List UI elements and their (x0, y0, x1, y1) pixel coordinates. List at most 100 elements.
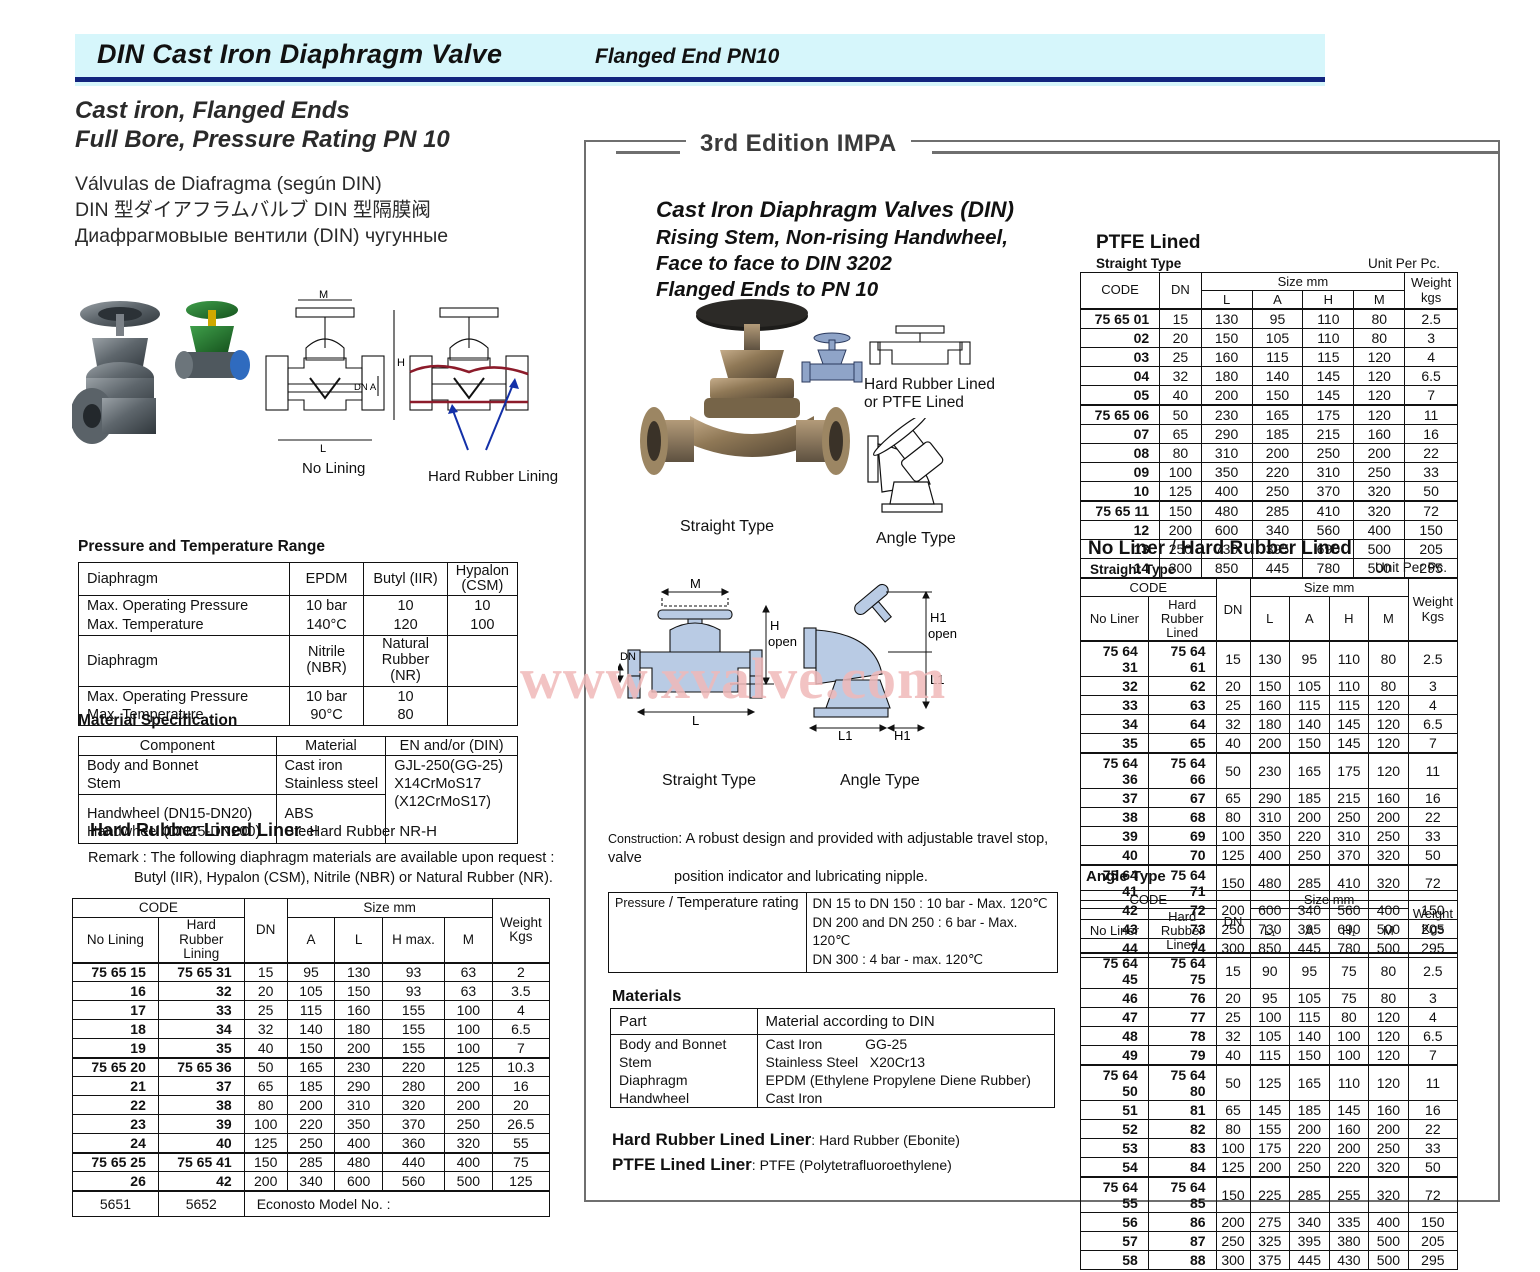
table-row: 04 32 180 140 145 120 6.5 (1079, 366, 1458, 387)
pressure-rating-table: Pressure / Temperature rating DN 15 to D… (608, 892, 1059, 973)
cell-weight: 50 (1404, 481, 1458, 502)
cell-h: 250 (1328, 807, 1370, 828)
cell-m: 250 (444, 1114, 493, 1135)
cell-a: 115 (1251, 347, 1304, 368)
cell-hrl: 79 (1147, 1045, 1217, 1066)
cell-code: 07 (1079, 424, 1161, 445)
cell-h1: 145 (1328, 1100, 1370, 1121)
header-dn: DN (1215, 578, 1251, 642)
cell-dn: 125 (243, 1133, 288, 1154)
right-panel-border (584, 140, 1500, 1202)
cell-m: 120 (1353, 366, 1406, 387)
header-code: CODE (72, 898, 245, 918)
cell-m: 500 (1368, 1250, 1409, 1271)
cell-pressure-rating-values: DN 15 to DN 150 : 10 bar - Max. 120℃ DN … (805, 892, 1059, 973)
table-row: 16 32 20 105 150 93 63 3.5 (72, 981, 551, 1002)
cell-a: 200 (1289, 807, 1330, 828)
cell-no-liner: 47 (1080, 1007, 1149, 1028)
cell-hrl: 77 (1147, 1007, 1217, 1028)
cell-hrl: 86 (1147, 1212, 1217, 1233)
cell-h: 110 (1328, 676, 1370, 697)
table-footer-row: 5651 5652 Econosto Model No. : (72, 1189, 551, 1218)
cell-weight: 33 (1404, 462, 1458, 483)
table-row: 05 40 200 150 145 120 7 (1079, 385, 1458, 406)
edition-rule-left (616, 151, 680, 154)
noliner-table-section: CODE DN Size mm Weight Kgs No Liner Hard… (1080, 577, 1459, 959)
cell-l1: 100 (1249, 1007, 1291, 1028)
table-row: 57 87 250 325 395 380 500 205 (1080, 1231, 1459, 1252)
header-h: H (1302, 290, 1355, 310)
table-header-row: CODE DN Size mm Weight Kgs (72, 897, 551, 964)
cell-m: 320 (1368, 1157, 1409, 1178)
cell-weight: 4 (1404, 347, 1458, 368)
cell-dn: 80 (243, 1095, 288, 1116)
cell-hmax: 93 (382, 961, 446, 983)
table-row: Handwheel Cast Iron (610, 1089, 1056, 1108)
table-row: 09 100 350 220 310 250 33 (1079, 462, 1458, 483)
materials-table: Part Material according to DIN Body and … (610, 1008, 1056, 1108)
cell-no-liner: 75 64 50 (1080, 1064, 1149, 1102)
dim-label-h1-open: open (928, 626, 957, 641)
label-angle-type-icon: Angle Type (876, 530, 956, 547)
cell-l: 230 (334, 1056, 384, 1078)
cell-material: Cast Iron (756, 1089, 1056, 1108)
cell-weight: 33 (1407, 1138, 1459, 1159)
dim-label-m: M (319, 290, 328, 301)
cell-dn: 15 (243, 961, 288, 983)
cell-empty (446, 634, 519, 687)
cell-dn: 125 (1215, 845, 1251, 866)
table-row: 39 69 100 350 220 310 250 33 (1080, 826, 1459, 847)
table-row: Max. Operating Pressure Max. Temperature… (78, 685, 519, 726)
cell-m: 200 (1353, 443, 1406, 464)
cell-a: 185 (286, 1076, 336, 1097)
label-hard-rubber-lining: Hard Rubber Lining (428, 468, 559, 485)
header-l1: L₁ (1249, 908, 1291, 954)
middle-title-line2: Rising Stem, Non-rising Handwheel, (656, 225, 1008, 249)
cell-weight: 22 (1407, 1119, 1459, 1140)
cell-m: 80 (1353, 308, 1406, 330)
cell-epdm: EPDM (288, 561, 365, 597)
cell-a: 340 (1251, 520, 1304, 541)
cell-m: 500 (1353, 558, 1406, 579)
cell-m: 120 (1368, 695, 1409, 716)
cell-weight: 7 (1404, 385, 1458, 406)
cell-no-liner: 32 (1080, 676, 1149, 697)
cell-weight: 11 (1404, 404, 1458, 426)
angle-table-title: Angle Type (1086, 868, 1166, 885)
cell-a: 220 (286, 1114, 336, 1135)
material-specification-section: Material Specification Component Materia… (78, 712, 518, 844)
cell-weight: 22 (1404, 443, 1458, 464)
cell-l1: 325 (1249, 1231, 1291, 1252)
cell-m: 200 (444, 1076, 493, 1097)
pressure-rating-line-3: DN 300 : 4 bar - max. 120℃ (812, 951, 984, 967)
cell-h1: 430 (1328, 1250, 1370, 1271)
cell-hrl: 75 64 66 (1147, 752, 1217, 790)
ptfe-table-unit: Unit Per Pc. (1368, 256, 1441, 271)
cell-no-lining: 21 (72, 1076, 159, 1097)
header-l: L (1249, 596, 1291, 642)
liner-hard-rubber-line: Hard Rubber Lined Liner: Hard Rubber (Eb… (612, 1128, 1072, 1153)
cell-part: Body and Bonnet (610, 1034, 758, 1053)
cell-no-lining: 75 65 15 (72, 961, 159, 983)
header-weight: Weight Kgs (1407, 890, 1459, 954)
cell-part: Stem (610, 1053, 758, 1071)
cell-dn: 20 (1159, 328, 1202, 349)
cell-a: 340 (1289, 1212, 1330, 1233)
cell-hrl: 75 65 36 (157, 1056, 245, 1078)
table-row: 54 84 125 200 250 220 320 50 (1080, 1157, 1459, 1178)
table-row: 02 20 150 105 110 80 3 (1079, 328, 1458, 349)
cell-weight: 72 (1404, 500, 1458, 522)
cell-dn: 20 (243, 981, 288, 1002)
dim-label-h1-horiz: H1 (894, 728, 911, 743)
cell-label: Max. Operating Pressure Max. Temperature (78, 685, 290, 726)
dim-label-l: L (320, 443, 326, 455)
cell-hmax: 220 (382, 1056, 446, 1078)
material-specification-title: Material Specification (78, 712, 238, 729)
lined-section-icon (869, 325, 971, 365)
cell-dn: 80 (1215, 1119, 1251, 1140)
cell-natural-rubber: Natural Rubber (NR) (363, 634, 448, 687)
cell-l1: 175 (1249, 1138, 1291, 1159)
liner-ptfe-line: PTFE Lined Liner: PTFE (Polytetrafluoroe… (612, 1153, 1072, 1178)
cell-a: 285 (1289, 1176, 1330, 1214)
cell-no-liner: 75 64 55 (1080, 1176, 1149, 1214)
